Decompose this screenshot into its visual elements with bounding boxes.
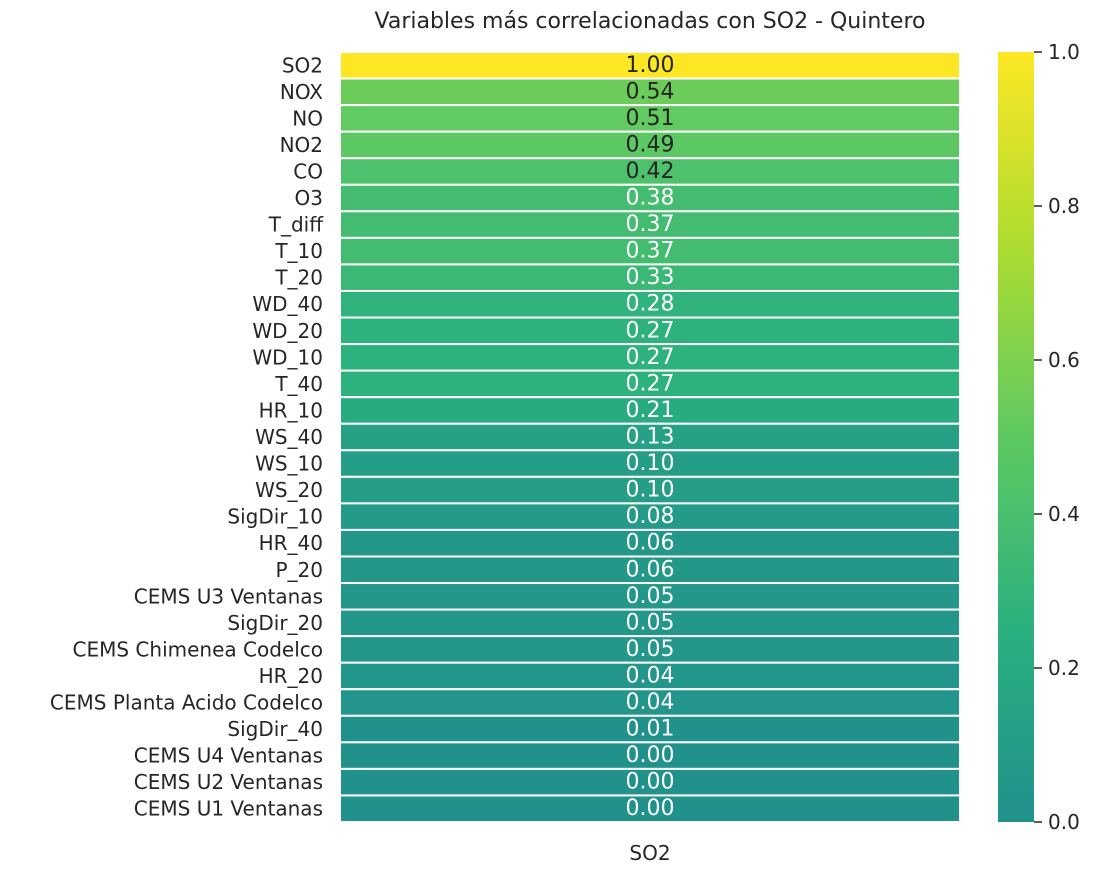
row-label: WD_20 [252,319,323,343]
colorbar-tick-label: 0.4 [1048,502,1080,526]
heatmap-cell [339,582,961,611]
cell-value-label: 0.33 [626,265,675,290]
heatmap-cell [339,316,961,346]
heatmap-cell [339,130,961,160]
cell-value-label: 0.10 [626,451,675,476]
cell-value-label: 0.27 [626,345,675,370]
cell-value-label: 0.04 [626,663,675,688]
row-label: NO [292,106,323,130]
heatmap-cell [339,741,961,770]
row-label: CEMS Chimenea Codelco [73,637,323,661]
cell-value-label: 0.00 [626,770,675,795]
column-label: SO2 [629,841,670,865]
heatmap-cell [339,289,961,319]
row-label: SigDir_20 [227,611,323,635]
colorbar-tick-label: 0.8 [1048,194,1080,218]
heatmap-cell [339,608,961,638]
cell-value-label: 0.05 [626,637,675,662]
row-label: WS_40 [255,425,323,449]
cell-value-label: 0.06 [626,557,675,582]
cell-value-label: 0.21 [626,398,675,423]
colorbar-tick-label: 0.6 [1048,348,1080,372]
row-label: T_diff [268,213,324,237]
colorbar [998,52,1034,822]
row-label: SigDir_10 [227,505,323,529]
row-label: HR_20 [259,664,323,688]
row-label: CEMS U4 Ventanas [134,744,323,768]
colorbar-tick-label: 0.0 [1048,810,1080,834]
row-label: CEMS U1 Ventanas [134,797,323,821]
heatmap-cell [339,555,961,585]
colorbar-tick-label: 1.0 [1048,40,1080,64]
row-label: P_20 [275,558,323,582]
row-label: NO2 [280,133,323,157]
cell-value-label: 0.38 [626,186,675,211]
cell-value-label: 0.06 [626,531,675,556]
heatmap-cell [339,396,961,425]
cell-value-label: 0.37 [626,239,675,264]
cell-value-label: 0.37 [626,212,675,237]
row-label: CEMS Planta Acido Codelco [50,691,323,715]
row-label: NOX [280,80,323,104]
chart-title: Variables más correlacionadas con SO2 - … [375,9,926,34]
row-label: SigDir_40 [227,717,323,741]
cell-value-label: 0.13 [626,425,675,450]
heatmap-cell [339,502,961,531]
row-label: WS_10 [255,452,323,476]
row-label: O3 [295,186,323,210]
cell-value-label: 0.27 [626,318,675,343]
row-label: T_40 [274,372,323,396]
row-label: CEMS U2 Ventanas [134,770,323,794]
heatmap-cell [339,343,961,372]
row-label: WD_10 [252,345,323,369]
cell-value-label: 0.05 [626,610,675,635]
row-label: T_10 [274,239,323,263]
heatmap-cell [339,449,961,478]
cell-value-label: 0.05 [626,584,675,609]
heatmap-cell [339,635,961,664]
row-label: CO [293,159,323,183]
heatmap-cell [339,475,961,505]
cell-value-label: 0.27 [626,371,675,396]
cell-value-label: 0.08 [626,504,675,529]
cell-value-label: 0.54 [626,79,675,104]
heatmap-cell [339,661,961,691]
row-label: HR_40 [259,531,323,555]
cell-value-label: 0.49 [626,132,675,157]
heatmap-cell [339,183,961,213]
cell-value-label: 0.04 [626,690,675,715]
row-label: CEMS U3 Ventanas [134,584,323,608]
row-label: SO2 [282,53,323,77]
row-label: HR_10 [259,398,323,422]
colorbar-tick-label: 0.2 [1048,656,1080,680]
cell-value-label: 0.51 [626,106,675,131]
heatmap-cell [339,794,961,824]
row-label: T_20 [274,266,323,290]
cell-value-label: 0.10 [626,478,675,503]
cell-value-label: 1.00 [626,53,675,78]
cell-value-label: 0.00 [626,743,675,768]
heatmap-cell [339,714,961,744]
row-label: WD_40 [252,292,323,316]
cell-value-label: 0.28 [626,292,675,317]
heatmap-cell [339,236,961,266]
cell-value-label: 0.42 [626,159,675,184]
heatmap-cell [339,528,961,558]
row-label: WS_20 [255,478,323,502]
cell-value-label: 0.00 [626,796,675,821]
cell-value-label: 0.01 [626,717,675,742]
